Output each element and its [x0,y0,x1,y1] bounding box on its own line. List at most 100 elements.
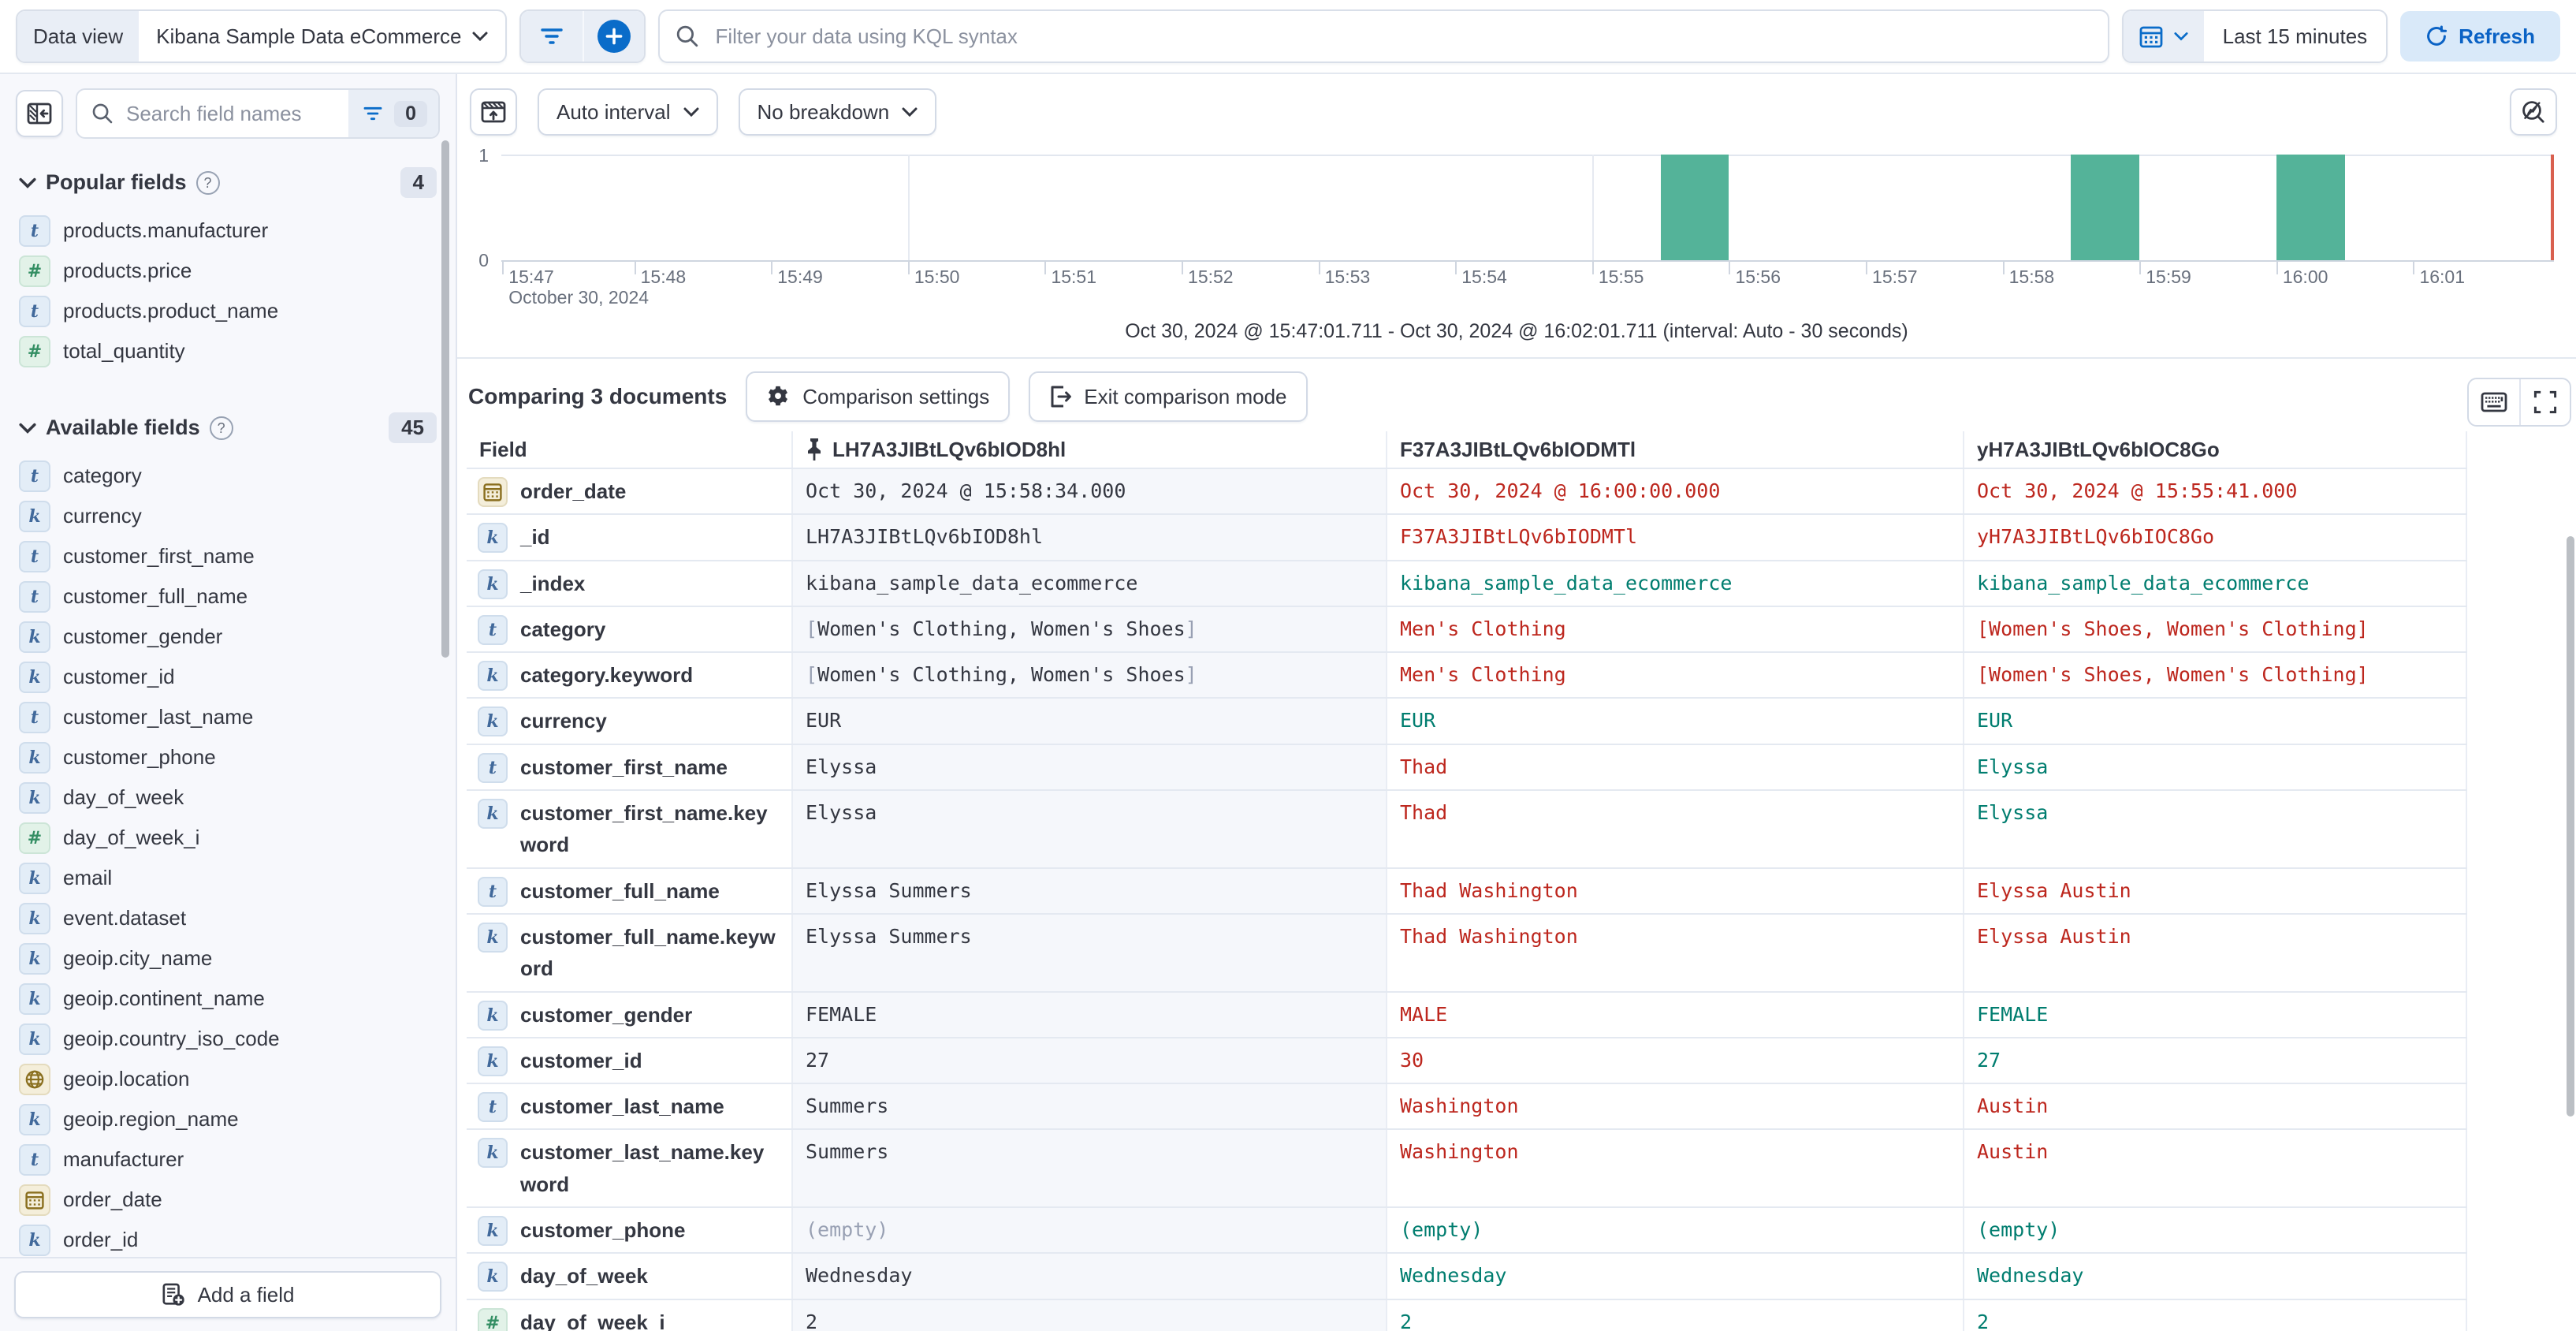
kql-search-bar[interactable] [658,9,2109,63]
sidebar-field-customer_gender[interactable]: k customer_gender [0,617,456,657]
value-cell[interactable]: EUR [1964,699,2467,744]
value-cell[interactable]: 2 [793,1299,1387,1331]
field-name-cell[interactable]: k customer_id [467,1038,793,1083]
field-name-cell[interactable]: # day_of_week_i [467,1299,793,1331]
sidebar-field-currency[interactable]: k currency [0,496,456,536]
value-cell[interactable]: LH7A3JIBtLQv6bIOD8hl [793,515,1387,560]
sidebar-field-manufacturer[interactable]: t manufacturer [0,1139,456,1180]
sidebar-field-customer_last_name[interactable]: t customer_last_name [0,697,456,737]
field-name-cell[interactable]: t customer_full_name [467,868,793,913]
doc-column-header-3[interactable]: yH7A3JIBtLQv6bIOC8Go [1964,431,2467,468]
value-cell[interactable]: Thad Washington [1387,914,1964,991]
value-cell[interactable]: Austin [1964,1084,2467,1129]
value-cell[interactable]: Summers [793,1084,1387,1129]
field-name-cell[interactable]: k currency [467,699,793,744]
sidebar-field-event.dataset[interactable]: k event.dataset [0,898,456,938]
filters-button[interactable] [521,11,583,62]
value-cell[interactable]: [Women's Clothing, Women's Shoes] [793,606,1387,652]
value-cell[interactable]: F37A3JIBtLQv6bIODMTl [1387,515,1964,560]
exit-comparison-button[interactable]: Exit comparison mode [1029,371,1308,422]
comparison-settings-button[interactable]: Comparison settings [746,371,1011,422]
sidebar-scrollbar[interactable] [441,140,449,658]
field-name-cell[interactable]: k _id [467,515,793,560]
doc-column-header-2[interactable]: F37A3JIBtLQv6bIODMTl [1387,431,1964,468]
histogram-bar[interactable] [2276,155,2345,260]
value-cell[interactable]: (empty) [1387,1208,1964,1253]
value-cell[interactable]: 27 [1964,1038,2467,1083]
sidebar-field-category[interactable]: t category [0,456,456,496]
doc-column-header-1[interactable]: LH7A3JIBtLQv6bIOD8hl [793,431,1387,468]
value-cell[interactable]: Wednesday [1964,1254,2467,1299]
add-filter-button[interactable] [583,11,645,62]
value-cell[interactable]: EUR [793,699,1387,744]
sidebar-field-geoip.location[interactable]: geoip.location [0,1059,456,1099]
sidebar-field-email[interactable]: k email [0,858,456,898]
interval-dropdown[interactable]: Auto interval [538,88,718,136]
value-cell[interactable]: Elyssa Austin [1964,914,2467,991]
data-view-picker[interactable]: Data view Kibana Sample Data eCommerce [16,9,508,63]
value-cell[interactable]: Elyssa [793,744,1387,790]
popular-fields-section[interactable]: Popular fields ? 4 [0,148,456,211]
sidebar-field-products.price[interactable]: # products.price [0,251,456,291]
sidebar-field-customer_id[interactable]: k customer_id [0,657,456,697]
breakdown-dropdown[interactable]: No breakdown [738,88,937,136]
sidebar-field-geoip.city_name[interactable]: k geoip.city_name [0,938,456,979]
value-cell[interactable]: Elyssa Summers [793,868,1387,913]
value-cell[interactable]: Elyssa Austin [1964,868,2467,913]
value-cell[interactable]: Thad Washington [1387,868,1964,913]
time-range-button[interactable]: Last 15 minutes [2204,11,2387,62]
value-cell[interactable]: (empty) [793,1208,1387,1253]
value-cell[interactable]: 2 [1387,1299,1964,1331]
sidebar-field-products.manufacturer[interactable]: t products.manufacturer [0,211,456,251]
field-name-cell[interactable]: t category [467,606,793,652]
field-name-cell[interactable]: k _index [467,561,793,606]
field-name-cell[interactable]: k day_of_week [467,1254,793,1299]
available-fields-section[interactable]: Available fields ? 45 [0,393,456,456]
keyboard-shortcuts-button[interactable] [2469,379,2519,425]
field-name-cell[interactable]: order_date [467,469,793,514]
value-cell[interactable]: Austin [1964,1130,2467,1207]
field-name-cell[interactable]: k customer_last_name.keyword [467,1130,793,1207]
field-search-input[interactable] [123,99,349,128]
value-cell[interactable]: MALE [1387,992,1964,1037]
value-cell[interactable]: Elyssa Summers [793,914,1387,991]
histogram-bar[interactable] [1660,155,1729,260]
hide-chart-button[interactable] [470,88,517,136]
table-scrollbar[interactable] [2567,536,2574,1117]
sidebar-field-geoip.country_iso_code[interactable]: k geoip.country_iso_code [0,1019,456,1059]
sidebar-field-products.product_name[interactable]: t products.product_name [0,291,456,331]
sidebar-field-customer_first_name[interactable]: t customer_first_name [0,536,456,576]
sidebar-field-customer_full_name[interactable]: t customer_full_name [0,576,456,617]
add-field-button[interactable]: Add a field [14,1271,441,1318]
refresh-button[interactable]: Refresh [2400,11,2560,62]
sidebar-field-total_quantity[interactable]: # total_quantity [0,331,456,371]
sidebar-field-day_of_week[interactable]: k day_of_week [0,777,456,818]
field-column-header[interactable]: Field [467,431,793,468]
sidebar-field-geoip.continent_name[interactable]: k geoip.continent_name [0,979,456,1019]
value-cell[interactable]: Summers [793,1130,1387,1207]
value-cell[interactable]: [Women's Clothing, Women's Shoes] [793,653,1387,698]
value-cell[interactable]: EUR [1387,699,1964,744]
value-cell[interactable]: Wednesday [1387,1254,1964,1299]
field-filter-button[interactable]: 0 [348,90,438,137]
kql-search-input[interactable] [712,22,2092,50]
field-name-cell[interactable]: k customer_first_name.keyword [467,791,793,867]
data-view-value-button[interactable]: Kibana Sample Data eCommerce [139,11,505,62]
value-cell[interactable]: Elyssa [1964,744,2467,790]
histogram-bar[interactable] [2071,155,2140,260]
value-cell[interactable]: kibana_sample_data_ecommerce [793,561,1387,606]
field-search[interactable]: 0 [76,88,440,139]
value-cell[interactable]: Wednesday [793,1254,1387,1299]
value-cell[interactable]: [Women's Shoes, Women's Clothing] [1964,606,2467,652]
field-name-cell[interactable]: t customer_first_name [467,744,793,790]
chart-options-button[interactable] [2510,88,2557,136]
sidebar-field-day_of_week_i[interactable]: # day_of_week_i [0,818,456,858]
field-name-cell[interactable]: k customer_gender [467,992,793,1037]
value-cell[interactable]: kibana_sample_data_ecommerce [1964,561,2467,606]
value-cell[interactable]: 27 [793,1038,1387,1083]
value-cell[interactable]: (empty) [1964,1208,2467,1253]
value-cell[interactable]: Oct 30, 2024 @ 15:58:34.000 [793,469,1387,514]
field-name-cell[interactable]: t customer_last_name [467,1084,793,1129]
value-cell[interactable]: Washington [1387,1130,1964,1207]
value-cell[interactable]: Elyssa [1964,791,2467,867]
